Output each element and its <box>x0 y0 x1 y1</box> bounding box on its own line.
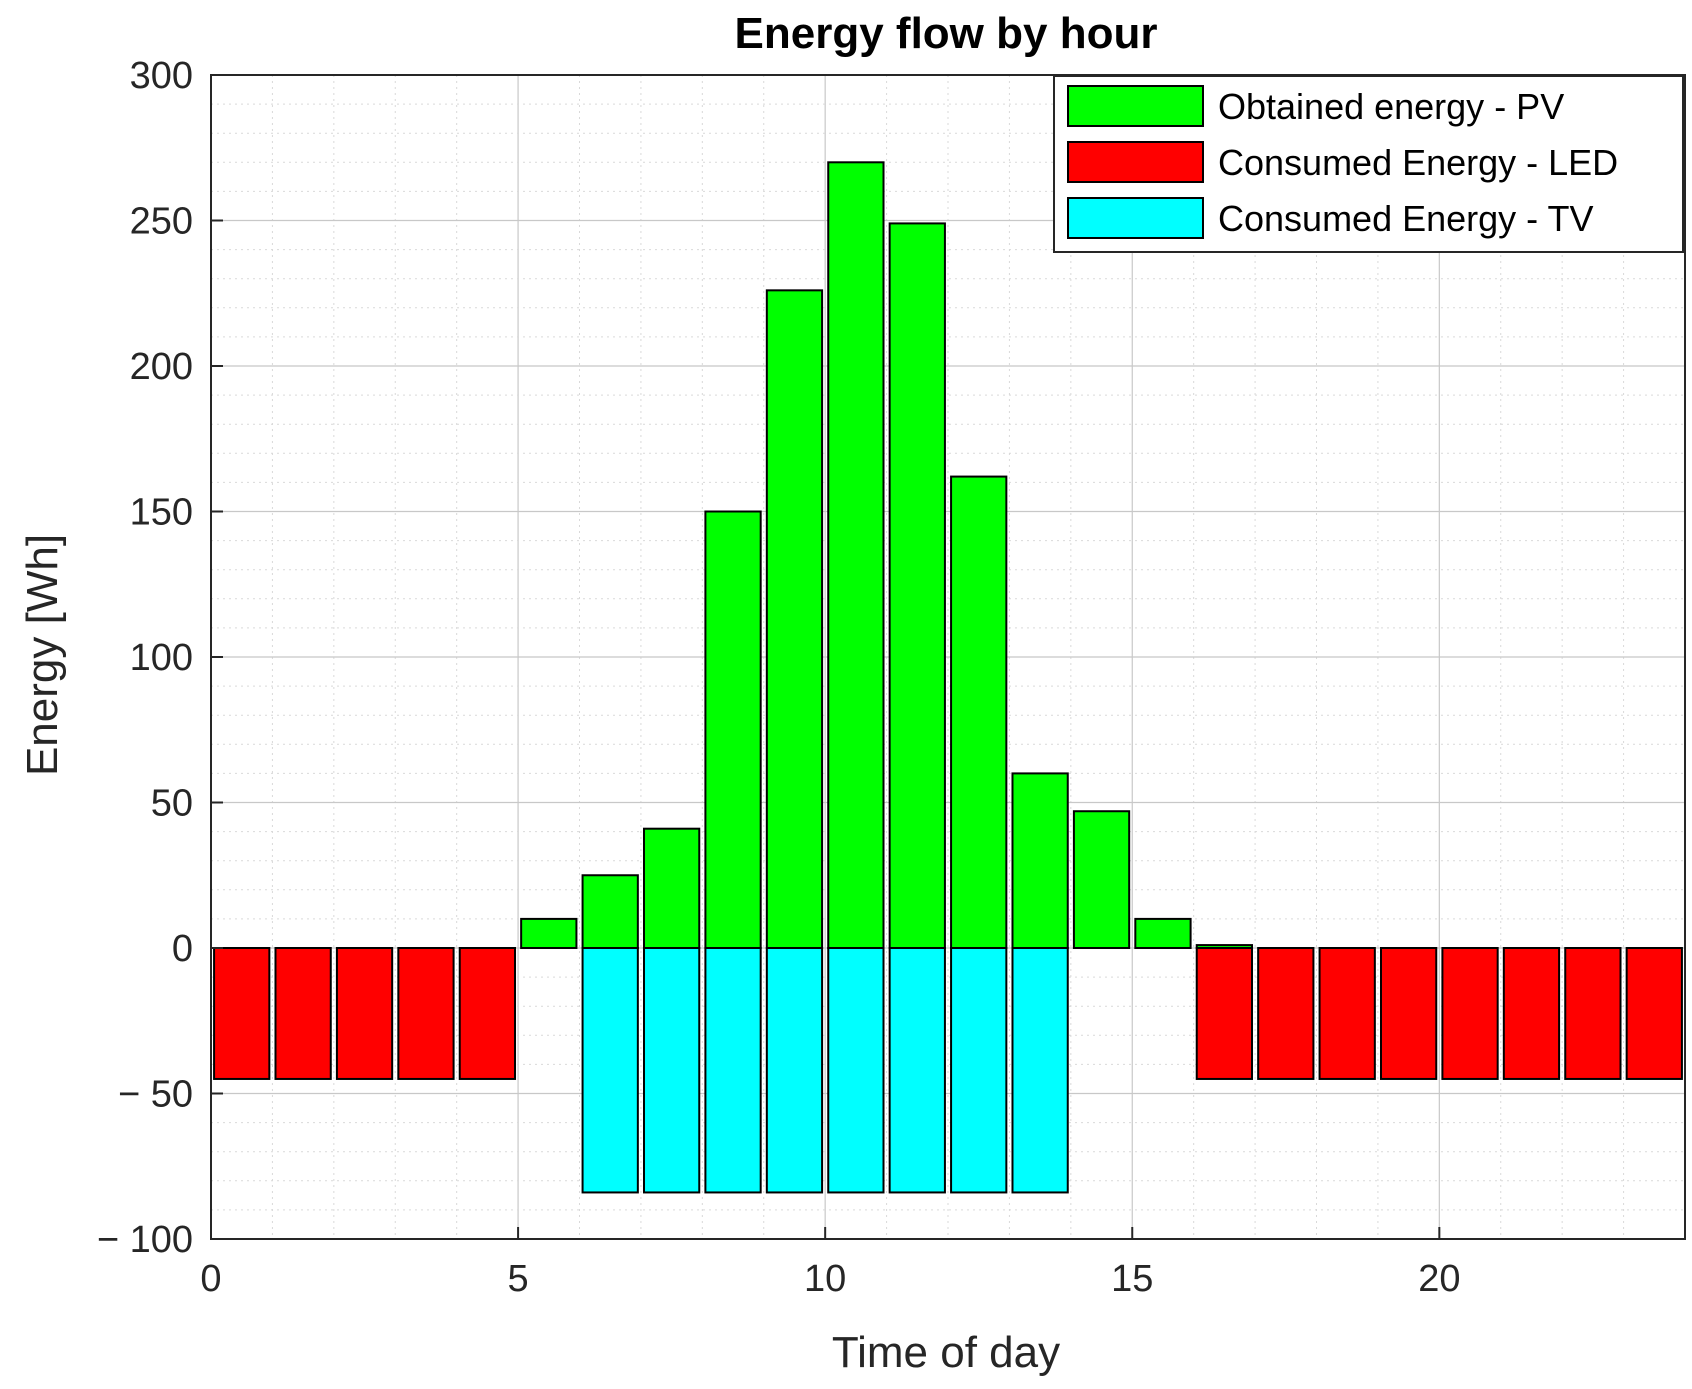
y-axis-label: Energy [Wh] <box>18 534 67 776</box>
bar-obtained-energy-pv-hour-15 <box>1072 810 1131 949</box>
y-tick-label: 250 <box>130 201 193 243</box>
bar-consumed-energy-led-hour-23 <box>1564 947 1622 1080</box>
bar-consumed-energy-tv-hour-8 <box>642 947 701 1194</box>
x-tick-label: 15 <box>1111 1258 1153 1300</box>
legend-swatch <box>1067 141 1204 183</box>
legend-swatch <box>1067 197 1204 239</box>
y-tick-label: 50 <box>151 783 193 825</box>
y-axis-ticks: 300 250 200 150 100 50 0 − 50 − 100 <box>97 55 223 1261</box>
bar-obtained-energy-pv-hour-8 <box>642 827 701 949</box>
bar-consumed-energy-tv-hour-12 <box>888 947 946 1194</box>
bar-consumed-energy-led-hour-20 <box>1379 947 1438 1080</box>
bar-obtained-energy-pv-hour-6 <box>520 917 578 950</box>
y-tick-label: − 100 <box>97 1219 193 1261</box>
bar-consumed-energy-led-hour-17 <box>1195 947 1254 1080</box>
bar-consumed-energy-led-hour-21 <box>1441 947 1499 1080</box>
y-tick-label: 150 <box>130 492 193 534</box>
legend-label: Consumed Energy - TV <box>1218 198 1594 239</box>
bar-obtained-energy-pv-hour-9 <box>704 510 762 949</box>
bar-obtained-energy-pv-hour-16 <box>1134 917 1192 950</box>
legend-label: Obtained energy - PV <box>1218 86 1564 127</box>
legend-label: Consumed Energy - LED <box>1218 142 1618 183</box>
bar-obtained-energy-pv-hour-10 <box>765 289 824 949</box>
bar-consumed-energy-led-hour-24 <box>1625 947 1683 1080</box>
bar-obtained-energy-pv-hour-11 <box>827 161 885 950</box>
bar-consumed-energy-tv-hour-13 <box>950 947 1008 1194</box>
bar-consumed-energy-led-hour-3 <box>335 947 394 1080</box>
bar-consumed-energy-led-hour-2 <box>274 947 332 1080</box>
bar-consumed-energy-led-hour-19 <box>1318 947 1376 1080</box>
y-tick-label: − 50 <box>118 1074 193 1116</box>
x-tick-label: 5 <box>508 1258 529 1300</box>
y-tick-label: 0 <box>172 928 193 970</box>
x-axis-ticks: 0 5 10 15 20 <box>200 1227 1460 1300</box>
bar-consumed-energy-led-hour-22 <box>1502 947 1561 1080</box>
bar-consumed-energy-tv-hour-10 <box>765 947 824 1194</box>
legend-swatch <box>1067 85 1204 127</box>
x-tick-label: 20 <box>1418 1258 1460 1300</box>
x-axis-label: Time of day <box>832 1328 1060 1377</box>
bar-consumed-energy-led-hour-4 <box>397 947 455 1080</box>
y-tick-label: 300 <box>130 55 193 97</box>
y-tick-label: 100 <box>130 637 193 679</box>
y-tick-label: 200 <box>130 346 193 388</box>
bar-consumed-energy-tv-hour-14 <box>1011 947 1069 1194</box>
bars <box>213 161 1683 1194</box>
bar-obtained-energy-pv-hour-14 <box>1011 772 1069 950</box>
bar-obtained-energy-pv-hour-13 <box>950 475 1008 949</box>
grid <box>211 75 1685 1239</box>
x-tick-label: 10 <box>804 1258 846 1300</box>
legend: Obtained energy - PV Consumed Energy - LE… <box>1053 75 1684 253</box>
bar-consumed-energy-led-hour-5 <box>458 947 517 1080</box>
bar-consumed-energy-led-hour-1 <box>213 947 271 1080</box>
bar-consumed-energy-tv-hour-11 <box>827 947 885 1194</box>
chart-title: Energy flow by hour <box>735 9 1158 58</box>
x-tick-label: 0 <box>200 1258 221 1300</box>
bar-obtained-energy-pv-hour-7 <box>581 874 639 949</box>
bar-obtained-energy-pv-hour-12 <box>888 222 946 950</box>
bar-consumed-energy-tv-hour-7 <box>581 947 639 1194</box>
bar-consumed-energy-led-hour-18 <box>1257 947 1315 1080</box>
bar-consumed-energy-tv-hour-9 <box>704 947 762 1194</box>
